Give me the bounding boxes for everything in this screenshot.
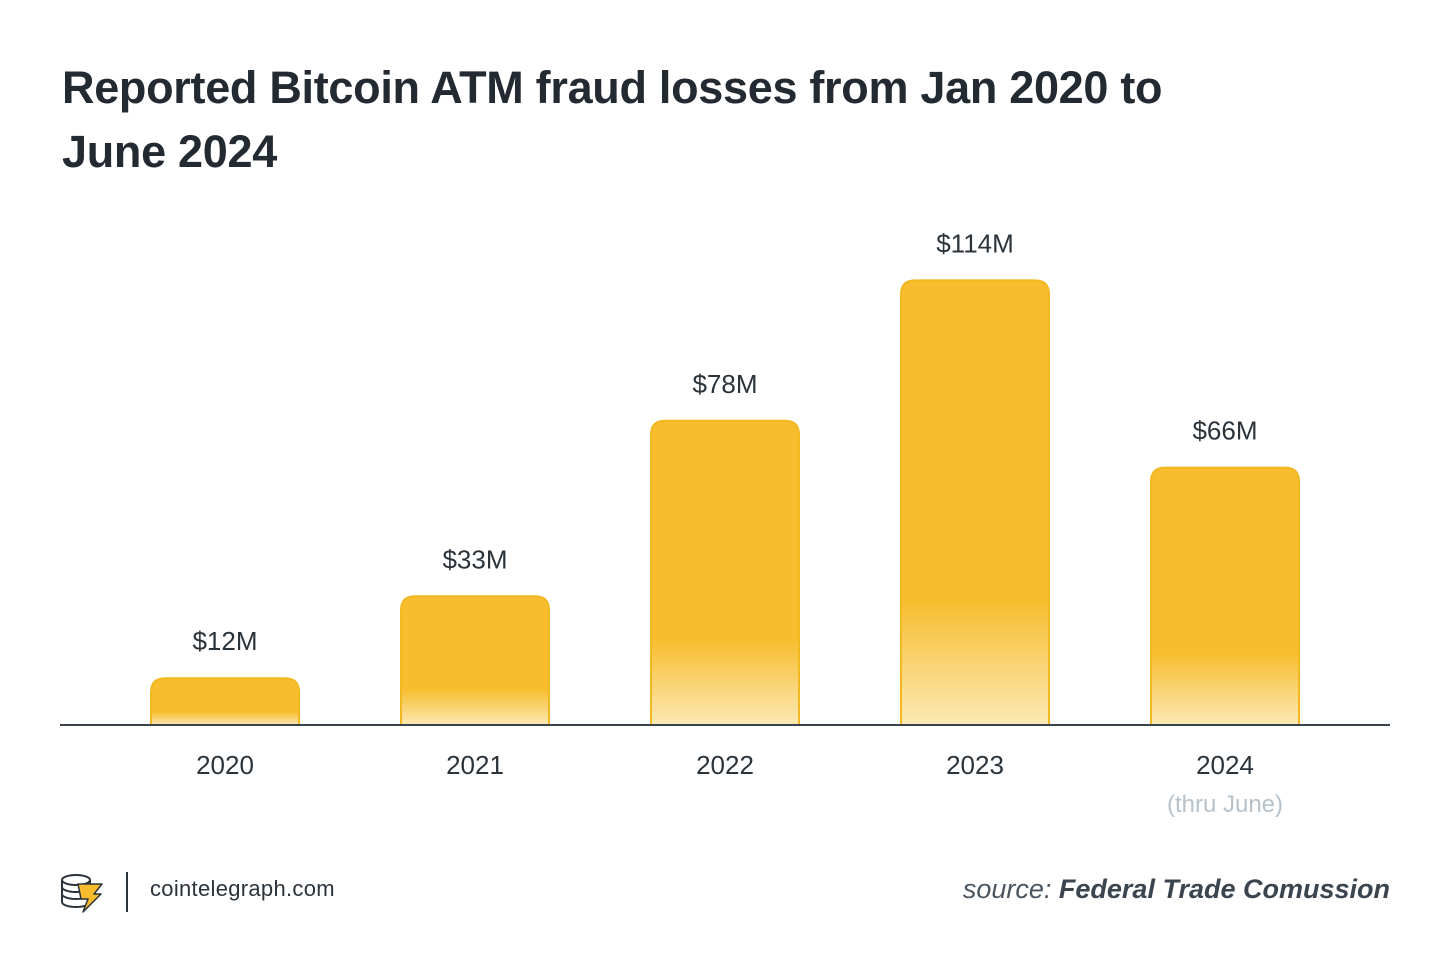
chart-title: Reported Bitcoin ATM fraud losses from J… <box>62 62 1163 177</box>
footer-divider <box>126 872 128 912</box>
bar-2020 <box>150 677 300 726</box>
value-label-2023: $114M <box>936 228 1014 258</box>
category-label-2021: 2021 <box>446 750 504 780</box>
source-prefix: source: <box>962 874 1052 904</box>
value-label-2024: $66M <box>1192 416 1257 446</box>
category-label-2020: 2020 <box>196 750 254 780</box>
bar-2023 <box>900 279 1050 726</box>
bar-2024 <box>1150 466 1300 726</box>
bar-2022 <box>650 419 800 726</box>
footer-site-link[interactable]: cointelegraph.com <box>150 876 335 901</box>
category-label-2023: 2023 <box>946 750 1004 780</box>
category-note-2024: (thru June) <box>1167 791 1283 818</box>
source-name: Federal Trade Comussion <box>1058 874 1390 904</box>
value-label-2020: $12M <box>192 626 257 656</box>
cointelegraph-logo-icon <box>61 874 103 913</box>
category-label-2024: 2024 <box>1196 750 1254 780</box>
labels-layer: $12M 2020 $33M 2021 $78M 2022 $114M 2023 $66M 202… <box>192 228 1283 818</box>
category-label-2022: 2022 <box>696 750 754 780</box>
value-label-2022: $78M <box>692 369 757 399</box>
value-label-2021: $33M <box>442 544 507 574</box>
bars-layer <box>150 279 1300 726</box>
source-attribution: source: Federal Trade Comussion <box>963 874 1390 905</box>
bar-2021 <box>400 595 550 726</box>
